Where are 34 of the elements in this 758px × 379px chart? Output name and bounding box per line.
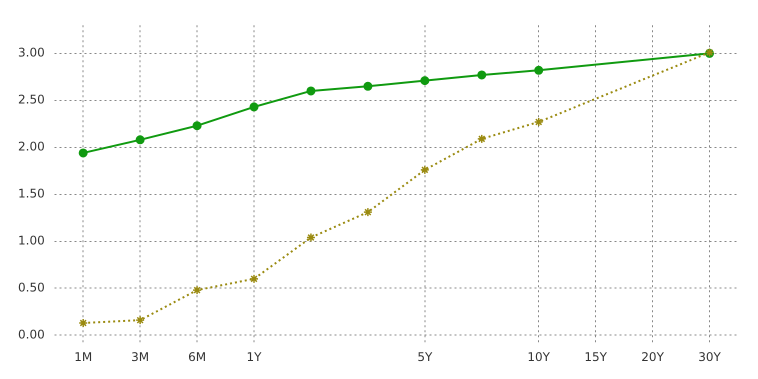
point bbox=[477, 134, 487, 144]
point bbox=[306, 232, 316, 242]
x-tick-label: 3M bbox=[131, 350, 150, 364]
point bbox=[78, 318, 88, 328]
y-tick-label: 2.50 bbox=[18, 92, 45, 106]
y-tick-label: 3.00 bbox=[18, 46, 45, 60]
point bbox=[250, 102, 259, 112]
x-tick-label: 20Y bbox=[641, 350, 665, 364]
point bbox=[363, 207, 373, 217]
x-tick-label: 1M bbox=[74, 350, 92, 364]
point bbox=[420, 76, 430, 86]
y-tick-label: 1.50 bbox=[18, 186, 45, 200]
point bbox=[363, 82, 372, 91]
point bbox=[192, 285, 202, 295]
point bbox=[78, 148, 88, 158]
x-tick-label: 30Y bbox=[698, 350, 722, 364]
point bbox=[249, 274, 259, 284]
point bbox=[420, 165, 430, 175]
point bbox=[135, 315, 145, 325]
y-tick-label: 2.00 bbox=[18, 139, 45, 154]
y-tick-label: 0.50 bbox=[18, 280, 45, 294]
x-tick-label: 15Y bbox=[584, 350, 608, 364]
point bbox=[534, 117, 544, 127]
x-tick-label: 6M bbox=[188, 350, 206, 364]
point bbox=[306, 86, 316, 96]
y-tick-label: 0.00 bbox=[18, 327, 45, 342]
y-tick-label: 1.00 bbox=[18, 233, 45, 248]
point bbox=[136, 135, 145, 144]
point bbox=[534, 66, 544, 75]
x-tick-label: 1Y bbox=[246, 350, 262, 364]
x-tick-label: 5Y bbox=[417, 350, 433, 364]
point bbox=[192, 121, 202, 130]
point bbox=[477, 70, 486, 80]
x-tick-label: 10Y bbox=[527, 350, 551, 364]
